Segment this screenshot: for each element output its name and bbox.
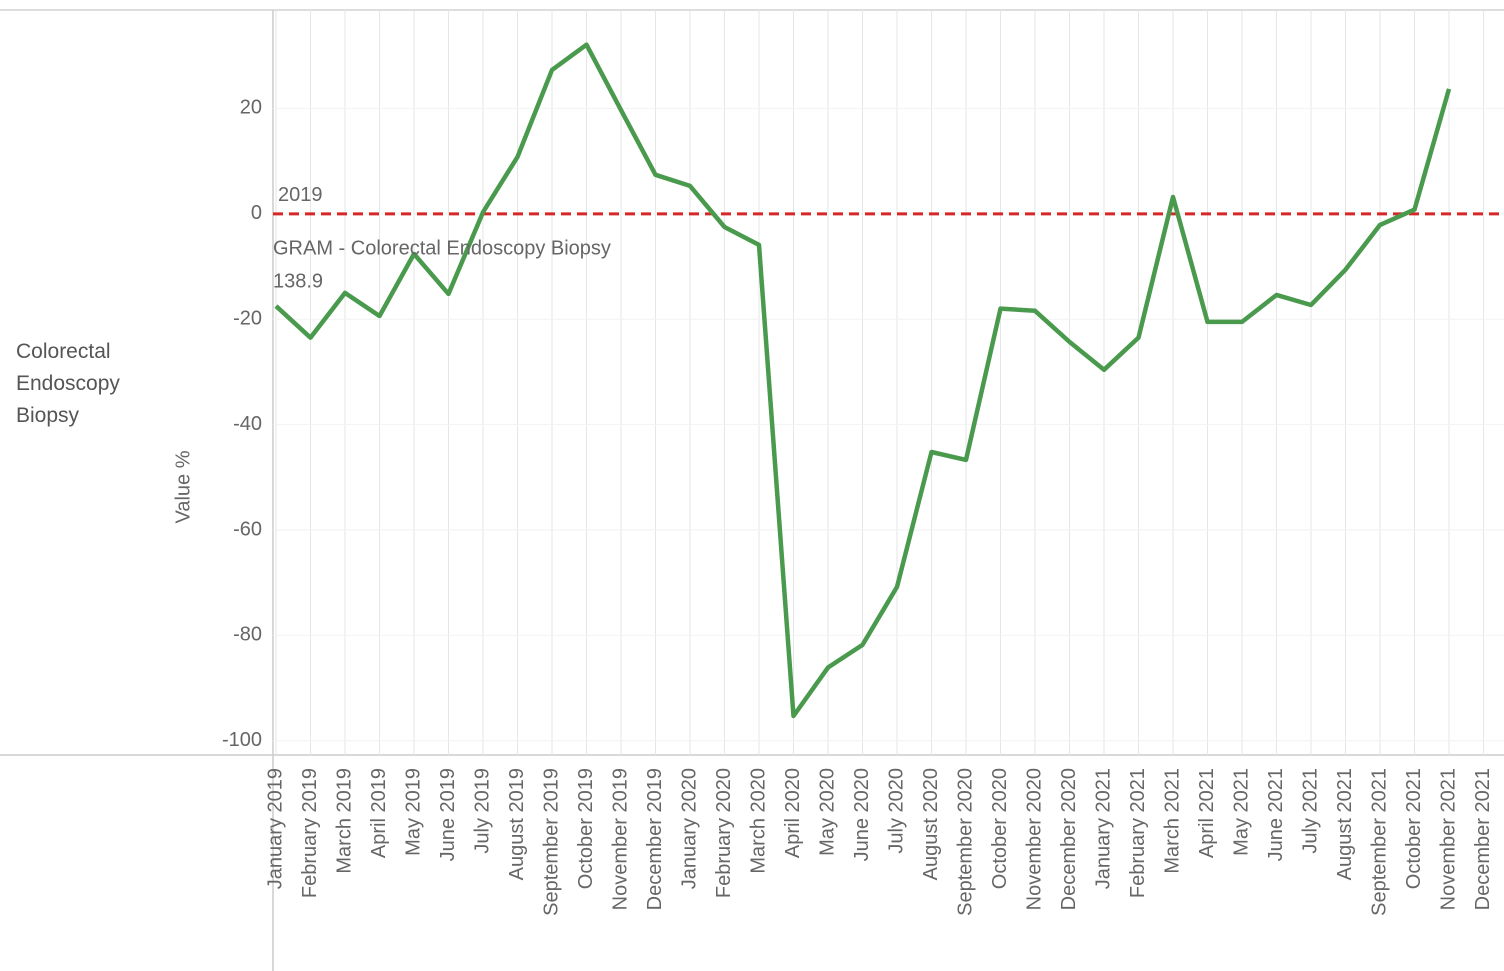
row-header: Colorectal Endoscopy Biopsy xyxy=(16,340,120,427)
annotation: 138.9 xyxy=(273,270,323,292)
x-tick-label: September 2021 xyxy=(1368,768,1390,916)
x-tick-label: March 2020 xyxy=(747,768,769,874)
x-tick-label: January 2020 xyxy=(678,768,700,889)
x-tick-label: February 2020 xyxy=(713,768,735,898)
x-tick-label: August 2019 xyxy=(506,768,528,880)
x-tick-label: May 2020 xyxy=(816,768,838,856)
x-tick-label: March 2021 xyxy=(1161,768,1183,874)
x-tick-label: February 2019 xyxy=(299,768,321,898)
x-tick-label: January 2019 xyxy=(264,768,286,889)
x-tick-label: November 2020 xyxy=(1023,768,1045,910)
x-tick-label: July 2020 xyxy=(885,768,907,854)
x-tick-label: October 2021 xyxy=(1403,768,1425,889)
x-tick-label: August 2021 xyxy=(1334,768,1356,880)
y-tick-label: -100 xyxy=(222,729,262,751)
x-tick-label: July 2019 xyxy=(471,768,493,854)
series-line xyxy=(274,42,1452,719)
x-tick-label: April 2021 xyxy=(1196,768,1218,858)
y-tick-label: 0 xyxy=(251,202,262,224)
y-tick-label: -60 xyxy=(233,518,262,540)
x-tick-label: October 2019 xyxy=(575,768,597,889)
x-tick-label: June 2020 xyxy=(851,768,873,861)
y-tick-label: -20 xyxy=(233,307,262,329)
annotation: GRAM - Colorectal Endoscopy Biopsy xyxy=(273,237,611,259)
x-tick-label: February 2021 xyxy=(1127,768,1149,898)
x-tick-label: December 2021 xyxy=(1472,768,1494,910)
x-tick-label: September 2019 xyxy=(540,768,562,916)
x-tick-label: November 2021 xyxy=(1437,768,1459,910)
x-tick-label: April 2020 xyxy=(782,768,804,858)
y-tick-label: 20 xyxy=(240,97,262,119)
x-tick-label: May 2021 xyxy=(1230,768,1252,856)
x-tick-label: December 2019 xyxy=(644,768,666,910)
y-tick-label: -80 xyxy=(233,624,262,646)
x-tick-label: July 2021 xyxy=(1299,768,1321,854)
x-tick-label: August 2020 xyxy=(920,768,942,880)
x-tick-label: October 2020 xyxy=(989,768,1011,889)
x-tick-label: December 2020 xyxy=(1058,768,1080,910)
reference-label: 2019 xyxy=(278,184,323,206)
x-tick-label: May 2019 xyxy=(402,768,424,856)
x-tick-label: September 2020 xyxy=(954,768,976,916)
x-tick-label: April 2019 xyxy=(368,768,390,858)
x-tick-label: March 2019 xyxy=(333,768,355,874)
y-tick-label: -40 xyxy=(233,413,262,435)
x-tick-label: June 2021 xyxy=(1265,768,1287,861)
y-axis-label: Value % xyxy=(172,450,194,523)
x-tick-label: November 2019 xyxy=(609,768,631,910)
x-tick-label: January 2021 xyxy=(1092,768,1114,889)
x-tick-label: June 2019 xyxy=(437,768,459,861)
